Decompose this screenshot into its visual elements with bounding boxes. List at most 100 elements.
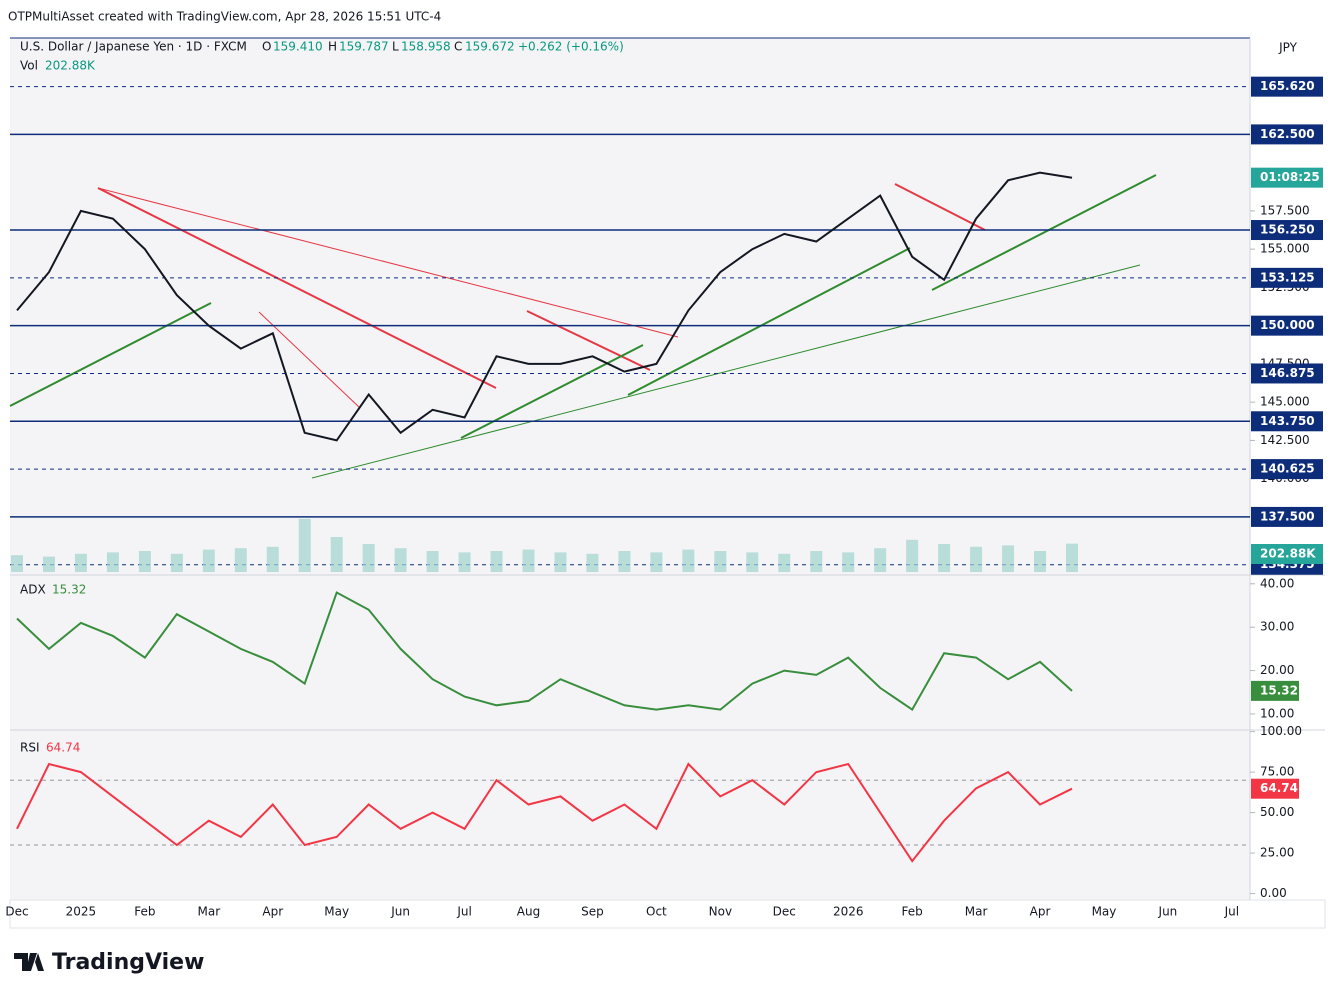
rsi-value: 64.74 [46, 741, 80, 755]
volume-bar [170, 553, 183, 572]
x-tick-label: Jun [390, 905, 410, 919]
volume-bar [778, 553, 791, 572]
volume-bar [426, 551, 439, 572]
y-tick-label: 75.00 [1260, 765, 1294, 779]
volume-bar [74, 553, 87, 572]
x-tick-label: May [324, 905, 349, 919]
series-line [16, 762, 1073, 863]
x-tick-label: Feb [134, 905, 155, 919]
series-line [16, 591, 1073, 712]
currency: JPY [1278, 41, 1298, 55]
trendlines [9, 174, 1157, 479]
adx-label: ADX [20, 583, 46, 597]
level-box [1251, 363, 1323, 384]
volume-bar [330, 537, 343, 572]
volume-bar [362, 544, 375, 572]
level-box [1251, 76, 1323, 97]
volume-bar [874, 548, 887, 572]
symbol: U.S. Dollar / Japanese Yen · 1D · FXCM [20, 40, 247, 54]
change: +0.262 (+0.16%) [518, 40, 624, 54]
volume-bar [11, 555, 23, 572]
y-tick-label: 145.000 [1260, 395, 1310, 409]
level-label: 156.250 [1260, 223, 1315, 237]
y-tick-label: 25.00 [1260, 846, 1294, 860]
level-label: 146.875 [1260, 366, 1315, 380]
trendline [931, 174, 1157, 291]
volume-bar [266, 546, 279, 572]
x-tick-label: Jun [1158, 905, 1178, 919]
trendline [526, 310, 651, 371]
x-tick-label: Aug [517, 905, 540, 919]
x-tick-label: 2026 [833, 905, 864, 919]
high: 159.787 [339, 40, 389, 54]
h: H [328, 40, 337, 54]
volume-bar [490, 551, 503, 572]
level-box [1251, 315, 1323, 336]
y-tick-label: 0.00 [1260, 886, 1287, 900]
level-box [1251, 411, 1323, 432]
x-tick-label: Nov [709, 905, 732, 919]
level-box [1251, 459, 1323, 480]
volume-bar [522, 549, 535, 572]
x-tick-label: Feb [902, 905, 923, 919]
current-label: 64.74 [1260, 781, 1298, 795]
y-tick-label: 157.500 [1260, 203, 1310, 217]
vol-value: 202.88K [45, 59, 96, 73]
volume-bar [970, 546, 983, 572]
x-tick-label: 2025 [66, 905, 97, 919]
volume-bar [298, 518, 311, 572]
countdown-box [1251, 167, 1323, 188]
volume-bar [650, 552, 663, 572]
level-label: 165.620 [1260, 79, 1315, 93]
volume-bar [586, 553, 599, 572]
trendline [97, 187, 497, 389]
y-tick-label: 100.00 [1260, 724, 1302, 738]
x-tick-label: Apr [262, 905, 283, 919]
volume-label: 202.88K [1260, 547, 1316, 561]
c: C [454, 40, 462, 54]
volume-bar [746, 552, 759, 572]
volume-bar [810, 551, 823, 572]
logo-mark [14, 953, 44, 971]
trendline [258, 311, 361, 409]
x-tick-label: Dec [5, 905, 28, 919]
volume-bar [1034, 551, 1047, 572]
volume-bar [906, 539, 919, 572]
current-box [1251, 778, 1299, 799]
volume-bar [1002, 545, 1015, 572]
volume-bar [554, 552, 567, 572]
x-tick-label: Oct [646, 905, 667, 919]
level-label: 150.000 [1260, 318, 1315, 332]
current-label: 15.32 [1260, 683, 1298, 697]
volume-bar [202, 549, 215, 572]
countdown: 01:08:25 [1260, 170, 1320, 184]
level-label: 153.125 [1260, 270, 1315, 284]
level-box [1251, 267, 1323, 288]
trendline [894, 183, 986, 231]
trendline [627, 247, 911, 396]
trendline [97, 187, 679, 338]
volume-bar [106, 552, 119, 572]
x-tick-label: Mar [197, 905, 220, 919]
l: L [392, 40, 399, 54]
x-tick-label: Dec [773, 905, 796, 919]
vol: Vol [20, 59, 38, 73]
level-label: 140.625 [1260, 462, 1315, 476]
volume-bar [682, 549, 695, 572]
y-tick-label: 30.00 [1260, 620, 1294, 634]
rsi-label: RSI [20, 741, 40, 755]
trendline [9, 302, 212, 407]
logo: TradingView [14, 950, 204, 975]
time-axis [9, 899, 1326, 929]
level-box [1251, 506, 1323, 527]
adx-value: 15.32 [52, 583, 86, 597]
volume-bar [42, 556, 55, 572]
volume-bar [842, 552, 855, 572]
y-tick-label: 50.00 [1260, 805, 1294, 819]
low: 158.958 [401, 40, 451, 54]
open: 159.410 [273, 40, 323, 54]
x-tick-label: Sep [581, 905, 604, 919]
volume-bar [938, 544, 951, 572]
